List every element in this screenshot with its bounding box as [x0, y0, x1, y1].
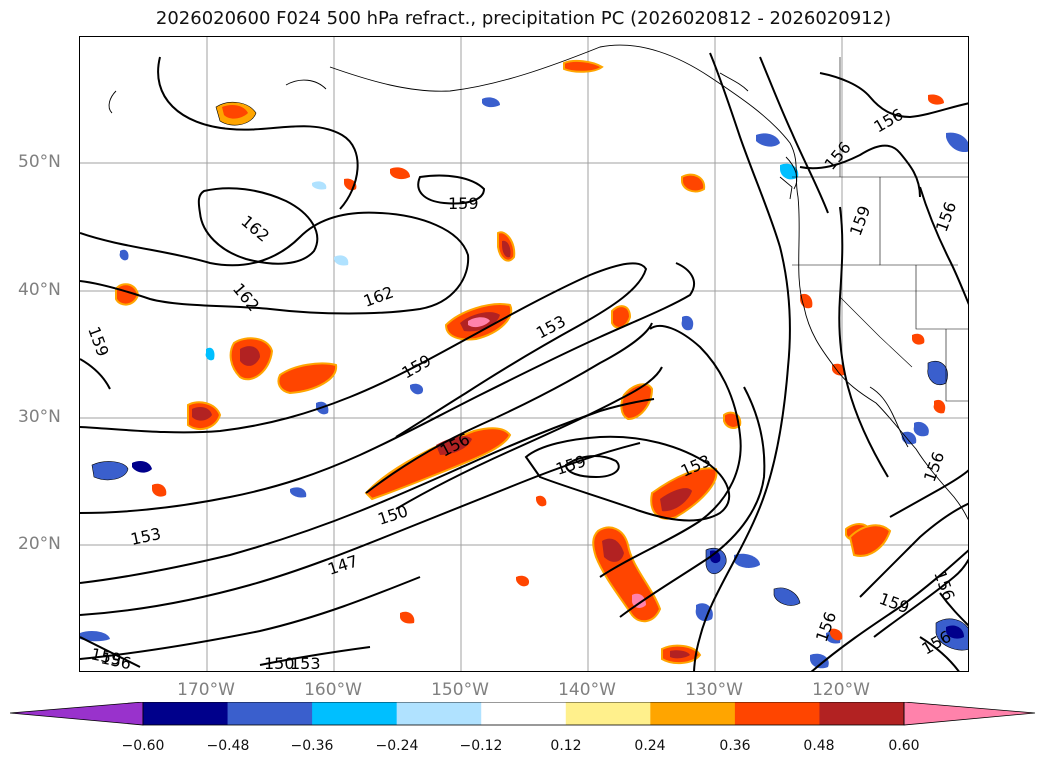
- colorbar-cell: [143, 702, 229, 725]
- colorbar-cell: [481, 702, 567, 725]
- lon-label-170w: 170°W: [177, 680, 235, 700]
- colorbar-tick: 0.60: [888, 738, 920, 754]
- colorbar-tick: 0.48: [803, 738, 835, 754]
- contour-label: 159: [846, 203, 874, 238]
- contour-label: 156: [99, 648, 133, 672]
- colorbar-tick: 0.36: [719, 738, 751, 754]
- contour-label: 159: [84, 324, 112, 359]
- colorbar-tick: −0.24: [375, 738, 419, 754]
- lat-label-50n: 50°N: [18, 152, 61, 172]
- colorbar-tick: −0.60: [121, 738, 165, 754]
- contour-label: 156: [821, 138, 855, 174]
- contour-label: 162: [237, 212, 273, 246]
- colorbar-tick: −0.36: [290, 738, 334, 754]
- contour-label: 159: [553, 451, 588, 479]
- contour-label: 162: [229, 279, 263, 315]
- lat-label-40n: 40°N: [18, 280, 61, 300]
- lon-label-140w: 140°W: [558, 680, 616, 700]
- contour-label: 156: [932, 199, 960, 234]
- colorbar-extend-low: [10, 702, 144, 726]
- colorbar-cell: [734, 702, 820, 725]
- map-title: 2026020600 F024 500 hPa refract., precip…: [155, 8, 892, 29]
- map-canvas: 162 162 159 159 162 153 159 156 159 153 …: [80, 37, 968, 672]
- contour-label: 153: [290, 654, 321, 672]
- contour-label: 147: [325, 551, 360, 579]
- lon-label-120w: 120°W: [812, 680, 870, 700]
- contour-label: 159: [877, 589, 912, 617]
- precip-positive-areas: [115, 59, 946, 665]
- colorbar-extend-high: [903, 702, 1036, 726]
- colorbar-tick: −0.12: [459, 738, 503, 754]
- colorbar: [10, 702, 1036, 726]
- political-borders: [792, 57, 968, 402]
- colorbar-cell: [819, 702, 905, 725]
- colorbar-cells: [143, 702, 905, 725]
- lon-label-130w: 130°W: [685, 680, 743, 700]
- lat-label-20n: 20°N: [18, 534, 61, 554]
- colorbar-cell: [396, 702, 482, 725]
- coastlines: [108, 44, 968, 521]
- colorbar-tick: 0.12: [550, 738, 582, 754]
- contour-label: 150: [264, 654, 295, 672]
- colorbar-tick: 0.24: [634, 738, 666, 754]
- colorbar-tick: −0.48: [206, 738, 250, 754]
- contour-label: 156: [920, 449, 948, 484]
- lon-label-160w: 160°W: [304, 680, 362, 700]
- colorbar-cell: [565, 702, 651, 725]
- contour-label: 156: [871, 105, 907, 137]
- contour-label: 159: [448, 194, 479, 213]
- contour-label: 156: [930, 568, 958, 603]
- colorbar-cell: [650, 702, 736, 725]
- contour-label: 159: [399, 351, 435, 383]
- contour-label: 153: [533, 311, 569, 342]
- contour-label: 162: [361, 282, 396, 310]
- colorbar-cell: [312, 702, 398, 725]
- lon-label-150w: 150°W: [431, 680, 489, 700]
- lat-label-30n: 30°N: [18, 407, 61, 427]
- map-panel: 162 162 159 159 162 153 159 156 159 153 …: [79, 36, 969, 672]
- refractivity-contours: [80, 52, 968, 671]
- colorbar-cell: [227, 702, 313, 725]
- contour-label: 150: [375, 501, 410, 529]
